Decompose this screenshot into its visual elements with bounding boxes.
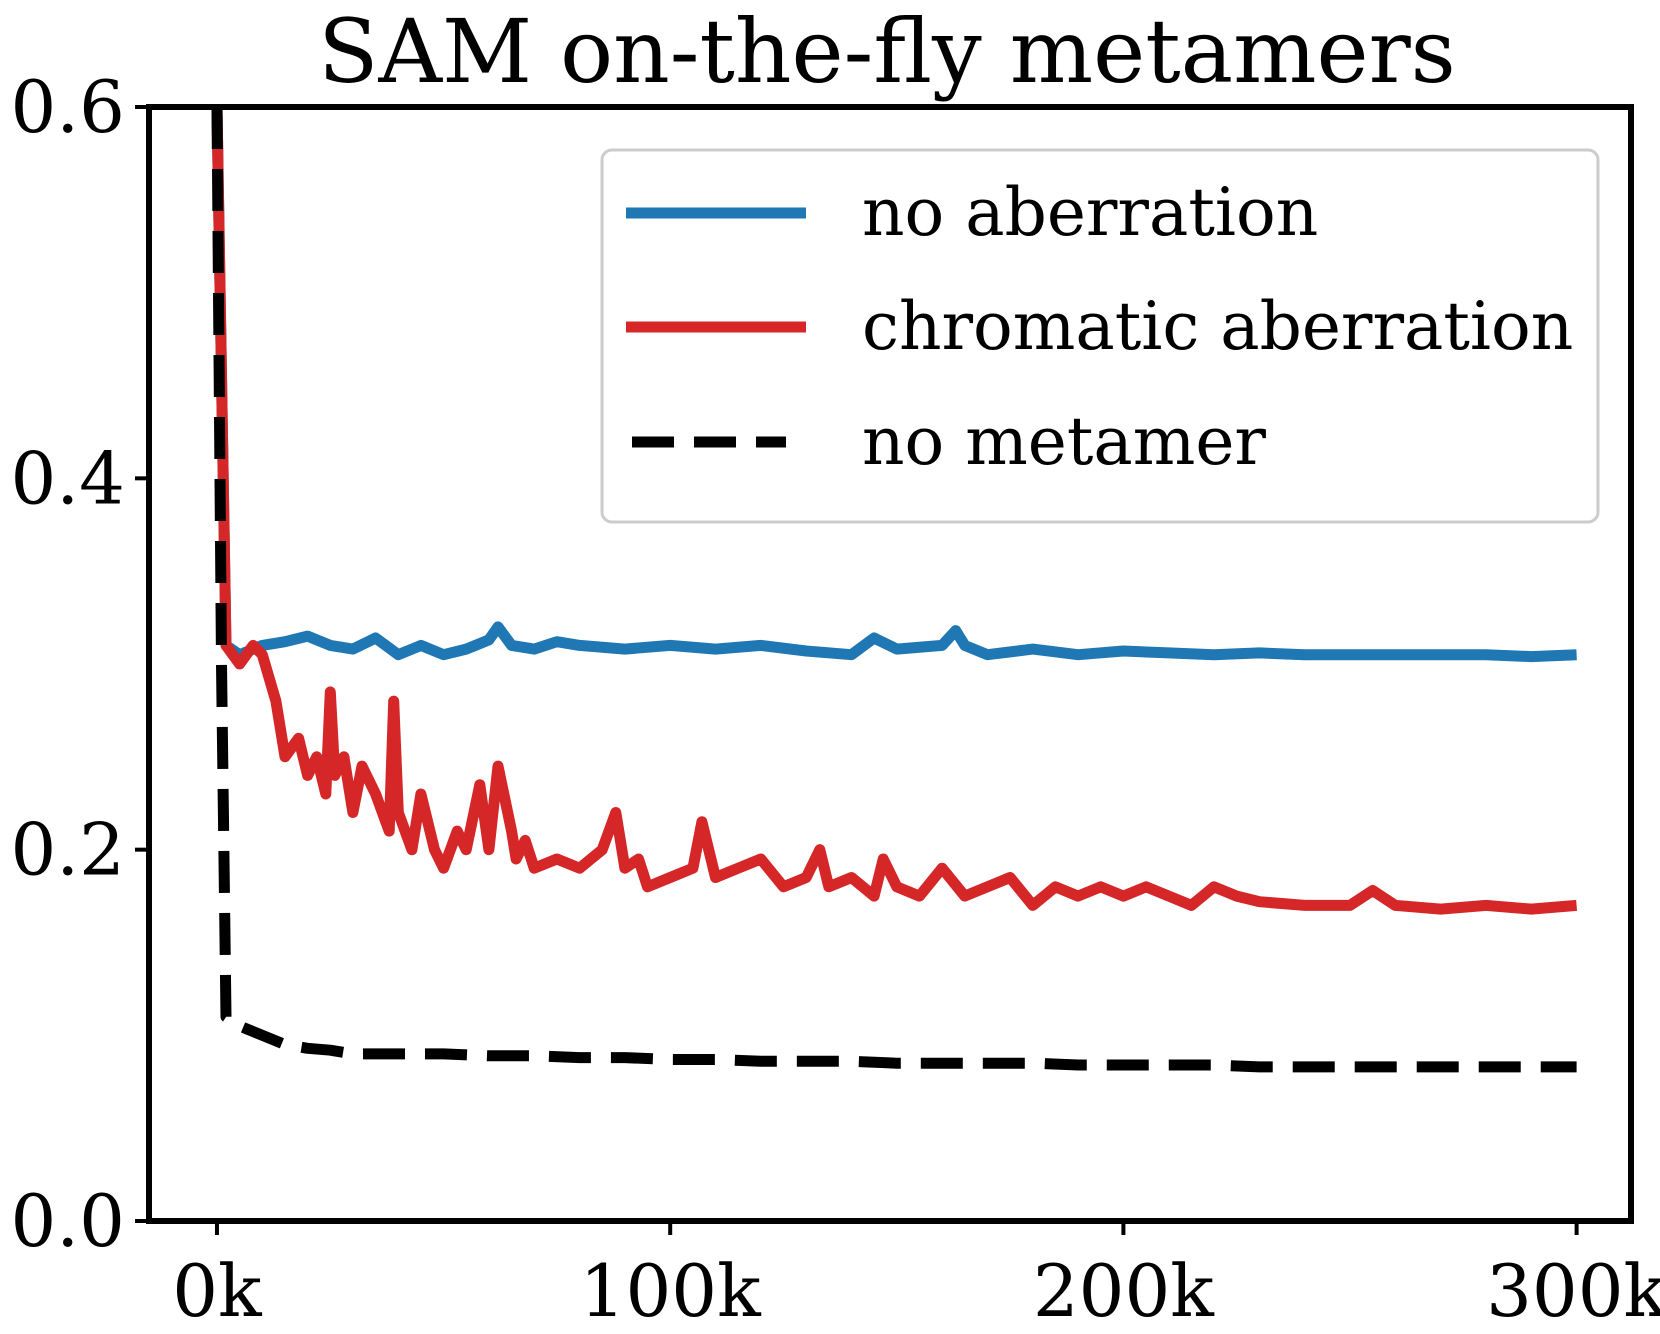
x-tick-label: 300k — [1486, 1249, 1660, 1333]
series-line-no-aberration — [211, 107, 1577, 663]
chart-title: SAM on-the-fly metamers — [318, 0, 1456, 103]
legend-label: no metamer — [862, 403, 1266, 480]
legend-label: chromatic aberration — [862, 288, 1573, 365]
series-line-no-metamer — [211, 107, 1577, 1073]
plot-area — [211, 107, 1578, 1073]
series-line-chromatic-aberration — [211, 107, 1578, 915]
y-tick-label: 0.0 — [10, 1179, 125, 1263]
x-tick-label: 200k — [1033, 1249, 1215, 1333]
x-tick-label: 0k — [172, 1249, 263, 1333]
axis-ticks: 0k 100k 200k 300k 0.0 0.2 0.4 0.6 — [10, 65, 1660, 1333]
y-tick-label: 0.6 — [10, 65, 125, 149]
legend-box — [600, 148, 1600, 524]
y-tick-label: 0.2 — [10, 808, 125, 892]
y-tick-label: 0.4 — [10, 436, 125, 520]
x-tick-label: 100k — [580, 1249, 762, 1333]
legend-label: no aberration — [862, 174, 1318, 251]
axes-frame — [146, 104, 1634, 1224]
legend: no aberration chromatic aberration no meta… — [600, 148, 1600, 524]
